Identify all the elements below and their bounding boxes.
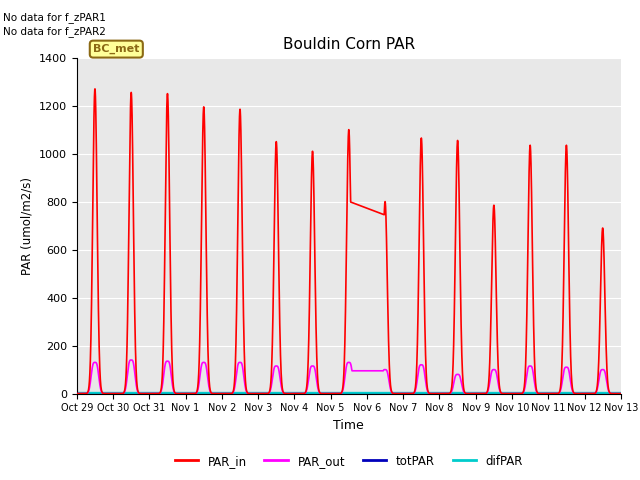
Text: BC_met: BC_met bbox=[93, 44, 140, 54]
Text: No data for f_zPAR1: No data for f_zPAR1 bbox=[3, 12, 106, 23]
Y-axis label: PAR (umol/m2/s): PAR (umol/m2/s) bbox=[20, 177, 33, 275]
Text: No data for f_zPAR2: No data for f_zPAR2 bbox=[3, 26, 106, 37]
X-axis label: Time: Time bbox=[333, 419, 364, 432]
Title: Bouldin Corn PAR: Bouldin Corn PAR bbox=[283, 37, 415, 52]
Legend: PAR_in, PAR_out, totPAR, difPAR: PAR_in, PAR_out, totPAR, difPAR bbox=[170, 450, 528, 472]
